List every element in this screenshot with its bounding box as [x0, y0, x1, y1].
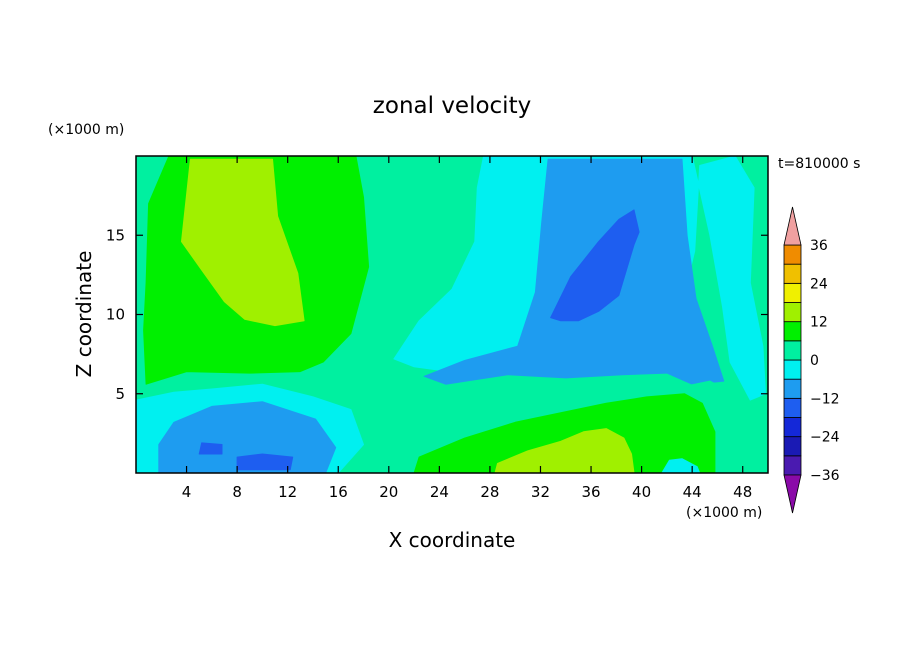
x-axis: 4 8 12 16 20 24 28 32 36 40 44 48 [182, 156, 752, 501]
colorbar-swatch [783, 263, 802, 284]
colorbar-swatch [783, 378, 802, 399]
x-tick-label: 20 [379, 483, 398, 501]
x-tick-label: 12 [278, 483, 297, 501]
x-tick-label: 44 [683, 483, 702, 501]
colorbar-swatch [783, 321, 802, 342]
y-axis-label: Z coordinate [72, 251, 96, 378]
colorbar-label: 0 [810, 353, 819, 369]
contour-region [661, 458, 701, 473]
x-tick-label: 28 [480, 483, 499, 501]
contour-region [198, 442, 223, 455]
colorbar-swatch [783, 455, 802, 476]
colorbar-swatch [783, 359, 802, 380]
contour-region [181, 158, 305, 327]
time-label: t=810000 s [778, 156, 860, 172]
x-tick-label: 4 [182, 483, 192, 501]
x-tick-label: 36 [581, 483, 600, 501]
x-tick-label: 48 [733, 483, 752, 501]
chart-title: zonal velocity [373, 93, 531, 119]
contour-region [158, 401, 337, 473]
contour-region [550, 209, 640, 322]
colorbar-swatch [783, 282, 802, 303]
colorbar-label: −36 [810, 468, 840, 484]
x-tick-label: 8 [232, 483, 242, 501]
colorbar: 36 24 12 0 −12 −24 −36 [783, 206, 840, 514]
colorbar-swatch [783, 302, 802, 323]
colorbar-swatch [783, 244, 802, 265]
x-axis-label: X coordinate [389, 528, 516, 552]
colorbar-min-arrow [783, 474, 802, 514]
colorbar-swatch [783, 436, 802, 457]
y-tick-label: 5 [115, 385, 125, 403]
x-tick-label: 32 [531, 483, 550, 501]
y-tick-label: 15 [106, 226, 125, 244]
colorbar-swatch [783, 340, 802, 361]
colorbar-label: −24 [810, 430, 840, 446]
y-axis: 5 10 15 [106, 226, 768, 403]
contour-region [413, 393, 716, 473]
contour-fills [136, 156, 768, 473]
colorbar-max-arrow [783, 206, 802, 246]
y-tick-label: 10 [106, 306, 125, 324]
x-unit-label: (×1000 m) [686, 505, 762, 521]
x-tick-label: 40 [632, 483, 651, 501]
colorbar-label: 12 [810, 315, 828, 331]
colorbar-label: 24 [810, 276, 828, 292]
contour-region [494, 428, 635, 473]
contour-region [236, 453, 294, 471]
colorbar-label: −12 [810, 391, 840, 407]
x-tick-label: 16 [329, 483, 348, 501]
colorbar-swatch [783, 417, 802, 438]
x-tick-label: 24 [430, 483, 449, 501]
colorbar-label: 36 [810, 238, 828, 254]
colorbar-swatch [783, 397, 802, 418]
y-unit-label: (×1000 m) [48, 122, 124, 138]
